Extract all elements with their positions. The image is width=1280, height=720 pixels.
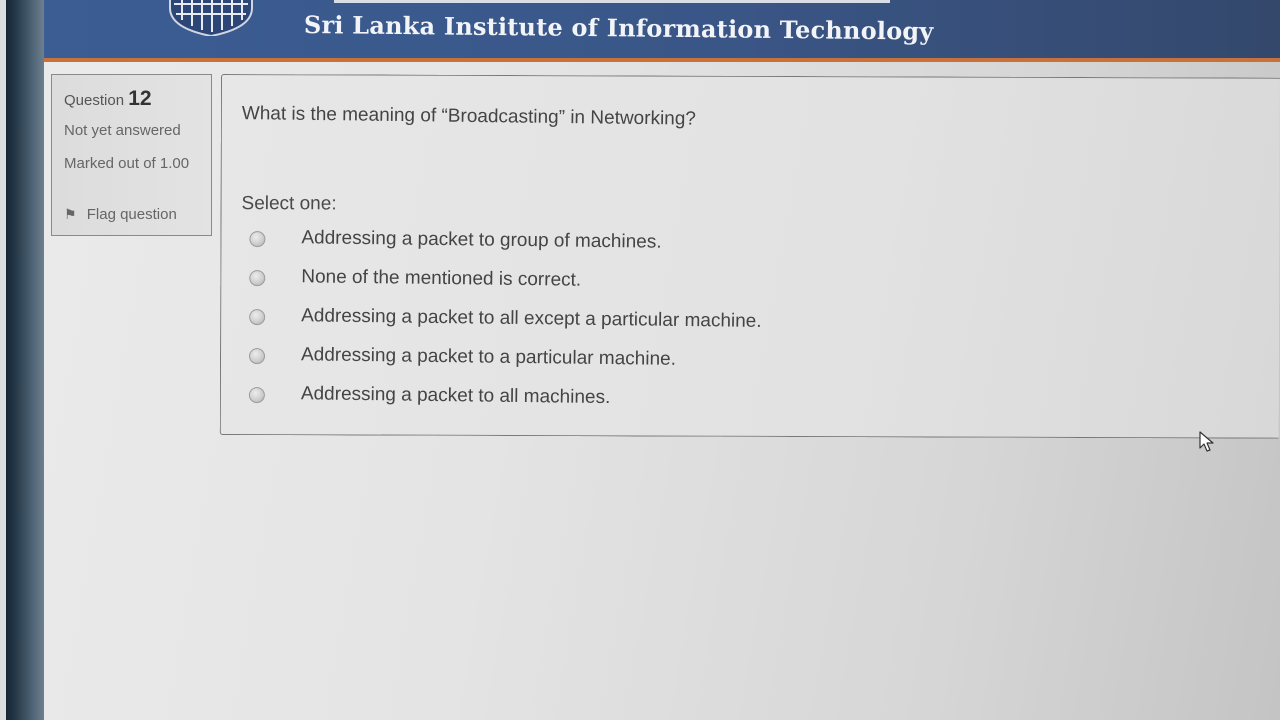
answer-option-label[interactable]: Addressing a packet to all machines. [300, 383, 611, 409]
answer-options: Addressing a packet to group of machines… [248, 225, 850, 422]
question-marks: Marked out of 1.00 [64, 155, 190, 172]
monitor-bezel [0, 0, 44, 720]
question-number: Question 12 [64, 87, 152, 111]
answer-option[interactable]: None of the mentioned is correct. [249, 264, 849, 305]
flag-icon: ⚑ [64, 206, 77, 222]
answer-option[interactable]: Addressing a packet to group of machines… [249, 225, 849, 266]
question-content: What is the meaning of “Broadcasting” in… [219, 74, 1280, 439]
radio-button[interactable] [248, 387, 265, 404]
question-state: Not yet answered [64, 122, 181, 139]
crest-logo-icon [169, 0, 253, 36]
answer-option[interactable]: Addressing a packet to all machines. [248, 381, 849, 422]
question-info-block: Question 12 Not yet answered Marked out … [51, 74, 212, 236]
site-title: Sri Lanka Institute of Information Techn… [303, 10, 934, 46]
answer-option[interactable]: Addressing a packet to all except a part… [249, 303, 849, 344]
answer-option[interactable]: Addressing a packet to a particular mach… [248, 342, 849, 383]
question-label: Question [64, 92, 125, 109]
flag-question-link[interactable]: ⚑ Flag question [64, 206, 177, 223]
question-number-value: 12 [128, 87, 152, 110]
radio-button[interactable] [249, 309, 266, 326]
header-top-line [334, 0, 890, 3]
radio-button[interactable] [249, 270, 266, 287]
site-header: Sri Lanka Institute of Information Techn… [44, 0, 1280, 62]
mouse-cursor-icon [1199, 431, 1214, 452]
question-text: What is the meaning of “Broadcasting” in… [241, 103, 697, 130]
monitor-bezel-edge [0, 0, 6, 720]
flag-question-label: Flag question [86, 206, 177, 223]
answer-option-label[interactable]: Addressing a packet to all except a part… [301, 305, 762, 332]
answer-option-label[interactable]: Addressing a packet to group of machines… [301, 227, 662, 253]
radio-button[interactable] [248, 348, 266, 365]
answer-option-label[interactable]: Addressing a packet to a particular mach… [300, 344, 677, 370]
answer-option-label[interactable]: None of the mentioned is correct. [301, 266, 582, 291]
radio-button[interactable] [249, 231, 266, 248]
select-one-prompt: Select one: [241, 193, 337, 215]
